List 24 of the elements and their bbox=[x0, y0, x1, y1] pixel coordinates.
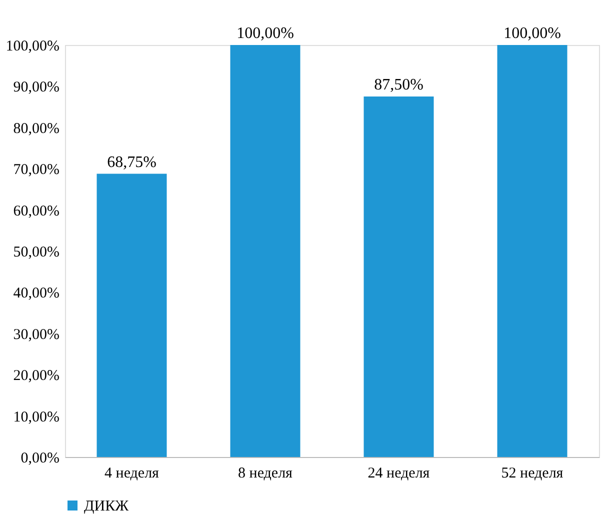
data-label: 100,00% bbox=[236, 25, 294, 42]
y-tick-label: 70,00% bbox=[13, 162, 60, 178]
y-tick-label: 10,00% bbox=[13, 409, 60, 426]
y-tick-label: 40,00% bbox=[13, 286, 60, 302]
data-label: 100,00% bbox=[504, 25, 561, 42]
bar bbox=[96, 174, 167, 457]
legend-label: ДИКЖ bbox=[84, 498, 130, 514]
y-tick-label: 20,00% bbox=[13, 368, 60, 384]
y-tick-label: 0,00% bbox=[20, 450, 60, 466]
data-label: 68,75% bbox=[107, 154, 156, 171]
x-tick-label: 24 неделя bbox=[368, 466, 430, 482]
x-tick-label: 52 неделя bbox=[501, 466, 564, 482]
y-tick-label: 30,00% bbox=[13, 326, 60, 343]
y-tick-label: 80,00% bbox=[13, 120, 60, 137]
y-tick-label: 100,00% bbox=[6, 38, 60, 54]
data-label: 87,50% bbox=[374, 76, 424, 94]
bar bbox=[497, 45, 568, 457]
bar bbox=[230, 45, 300, 457]
x-tick-label: 4 неделя bbox=[104, 466, 160, 482]
y-tick-label: 90,00% bbox=[13, 80, 60, 96]
y-tick-label: 50,00% bbox=[13, 244, 60, 260]
y-tick-label: 60,00% bbox=[13, 203, 60, 220]
bar bbox=[364, 96, 434, 457]
x-tick-label: 8 неделя bbox=[238, 466, 293, 482]
